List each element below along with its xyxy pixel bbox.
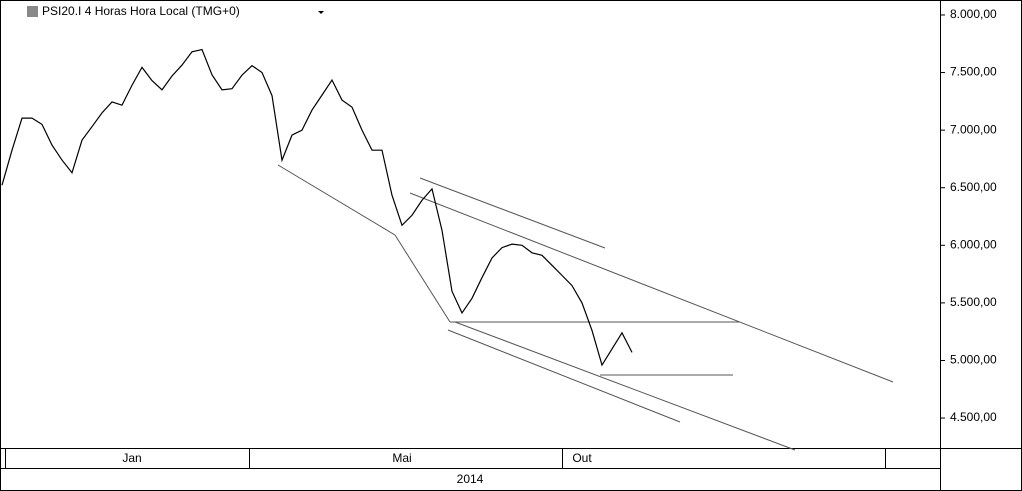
x-tick-label: Mai bbox=[392, 451, 411, 465]
dropdown-arrow[interactable] bbox=[318, 11, 324, 14]
y-tick-label: 4.500,00 bbox=[950, 410, 997, 424]
trendline bbox=[277, 164, 396, 236]
symbol-icon bbox=[27, 6, 38, 17]
price-line bbox=[1, 48, 633, 367]
trendline bbox=[447, 329, 681, 423]
year-label: 2014 bbox=[457, 472, 484, 486]
chart-title: PSI20.I 4 Horas Hora Local (TMG+0) bbox=[42, 4, 240, 18]
y-tick-label: 7.000,00 bbox=[950, 122, 997, 136]
y-tick-label: 6.000,00 bbox=[950, 237, 997, 251]
trendlines bbox=[277, 164, 894, 451]
y-tick-label: 5.500,00 bbox=[950, 295, 997, 309]
y-tick-label: 8.000,00 bbox=[950, 7, 997, 21]
y-tick-label: 5.000,00 bbox=[950, 353, 997, 367]
x-tick-label: Jan bbox=[122, 451, 141, 465]
trendline bbox=[419, 177, 606, 249]
y-tick-label: 6.500,00 bbox=[950, 180, 997, 194]
trendline bbox=[394, 234, 451, 323]
x-tick-label: Out bbox=[572, 451, 592, 465]
trendline bbox=[409, 192, 894, 383]
trendline bbox=[454, 321, 796, 451]
y-tick-label: 7.500,00 bbox=[950, 65, 997, 79]
